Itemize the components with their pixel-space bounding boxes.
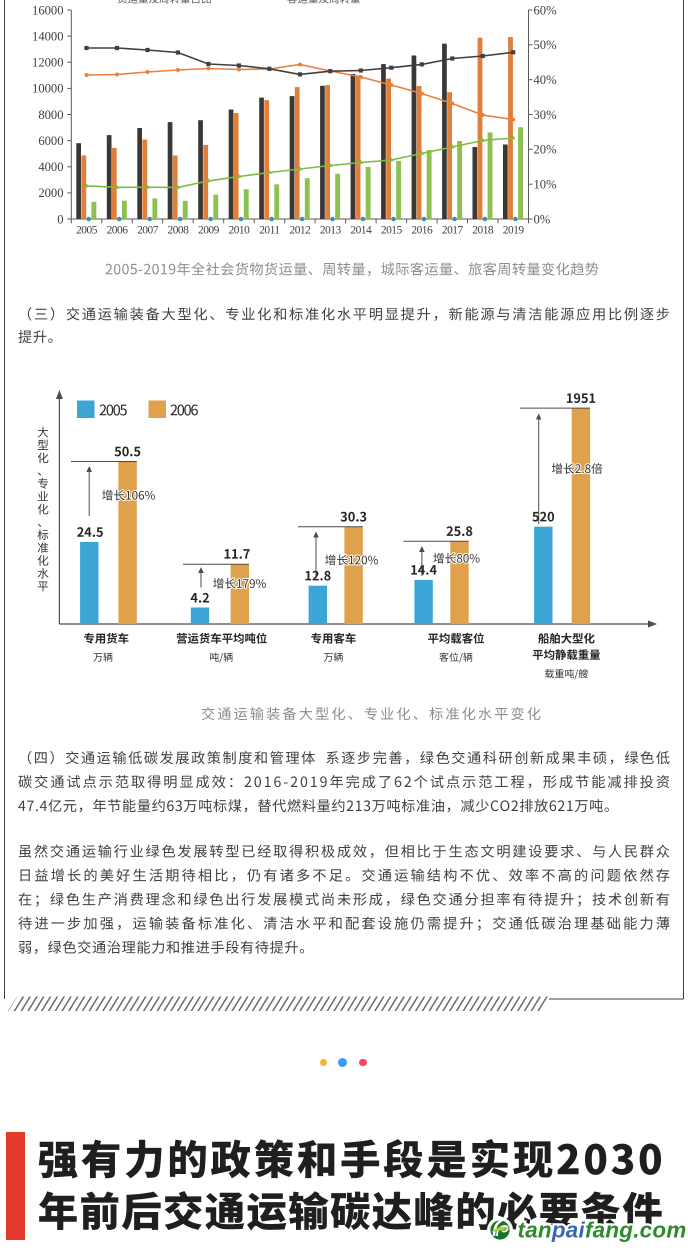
svg-text:2005: 2005: [76, 224, 98, 236]
svg-text:2012: 2012: [290, 224, 312, 236]
svg-text:0: 0: [57, 212, 63, 226]
svg-text:2000: 2000: [38, 186, 63, 200]
svg-text:2009: 2009: [198, 224, 220, 236]
svg-text:0%: 0%: [534, 212, 551, 226]
svg-text:2014: 2014: [350, 224, 372, 236]
svg-text:40%: 40%: [534, 73, 558, 87]
svg-text:2006: 2006: [107, 224, 129, 236]
svg-text:2013: 2013: [320, 224, 342, 236]
svg-text:20%: 20%: [534, 143, 558, 157]
svg-text:50%: 50%: [534, 38, 558, 52]
svg-text:30%: 30%: [534, 108, 558, 122]
svg-text:10000: 10000: [32, 82, 63, 96]
svg-text:12000: 12000: [32, 56, 63, 70]
svg-text:2018: 2018: [472, 224, 494, 236]
svg-text:2008: 2008: [168, 224, 190, 236]
svg-text:2011: 2011: [259, 224, 280, 236]
svg-text:14000: 14000: [32, 29, 63, 43]
svg-text:16000: 16000: [32, 3, 63, 17]
svg-text:4000: 4000: [38, 160, 63, 174]
svg-text:2019: 2019: [503, 224, 525, 236]
svg-text:tanpaifang.com: tanpaifang.com: [518, 1218, 687, 1243]
svg-text:2016: 2016: [411, 224, 433, 236]
svg-text:2010: 2010: [229, 224, 251, 236]
svg-text:8000: 8000: [38, 108, 63, 122]
svg-text:2015: 2015: [381, 224, 403, 236]
svg-text:60%: 60%: [534, 3, 558, 17]
svg-text:2007: 2007: [137, 224, 159, 236]
svg-text:6000: 6000: [38, 134, 63, 148]
svg-text:2017: 2017: [442, 224, 464, 236]
svg-text:10%: 10%: [534, 178, 558, 192]
